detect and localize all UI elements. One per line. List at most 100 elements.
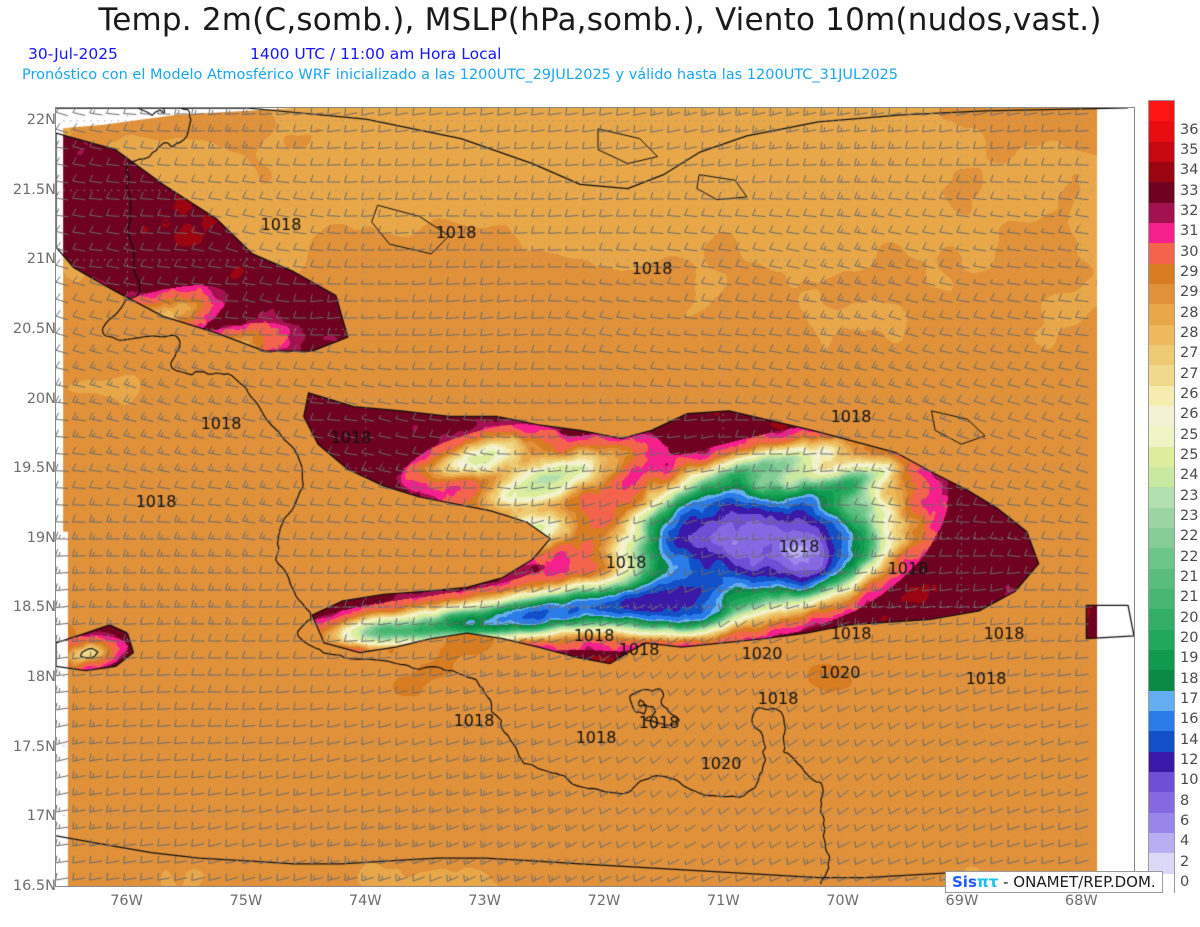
latitude-tick: 22N: [26, 111, 56, 128]
brand-tt: πτ: [976, 873, 999, 891]
colorbar-swatch: [1149, 853, 1174, 875]
colorbar-swatch: [1149, 711, 1174, 732]
colorbar-tick-label: 2: [1180, 853, 1190, 870]
latitude-tick: 18N: [26, 669, 56, 686]
attribution-badge: Sis πτ - ONAMET/REP.DOM.: [945, 871, 1163, 893]
colorbar-tick-label: 28.5: [1180, 304, 1200, 321]
longitude-tick: 69W: [945, 893, 979, 909]
longitude-tick: 68W: [1064, 893, 1098, 909]
latitude-tick: 21N: [26, 251, 56, 268]
colorbar-swatch: [1149, 670, 1174, 692]
longitude-tick: 74W: [348, 893, 382, 909]
colorbar-tick-label: 26: [1180, 406, 1199, 423]
colorbar-tick-label: 27.5: [1180, 345, 1200, 362]
colorbar-tick-label: 25: [1180, 446, 1199, 463]
colorbar-tick-label: 27: [1180, 365, 1199, 382]
colorbar-swatch: [1149, 731, 1174, 753]
map-canvas[interactable]: [56, 108, 1134, 886]
colorbar-tick-label: 20.5: [1180, 609, 1200, 626]
colorbar-swatch: [1149, 609, 1174, 631]
colorbar-swatch: [1149, 162, 1174, 183]
colorbar-tick-label: 18: [1180, 670, 1199, 687]
colorbar-swatch: [1149, 772, 1174, 793]
latitude-tick: 17.5N: [12, 738, 56, 755]
colorbar-swatch: [1149, 467, 1174, 488]
colorbar-swatch: [1149, 365, 1174, 387]
colorbar-tick-label: 8: [1180, 792, 1190, 809]
colorbar-tick-label: 4: [1180, 833, 1190, 850]
colorbar-swatch: [1149, 141, 1174, 163]
latitude-tick: 16.5N: [12, 878, 56, 894]
latitude-tick: 21.5N: [12, 181, 56, 198]
colorbar-tick-label: 0: [1180, 873, 1190, 890]
colorbar-tick-label: 17: [1180, 690, 1199, 707]
colorbar-swatch: [1149, 833, 1174, 854]
latitude-tick: 20N: [26, 390, 56, 407]
colorbar-swatch: [1149, 202, 1174, 224]
colorbar-swatch: [1149, 263, 1174, 285]
colorbar-tick-label: 23.5: [1180, 487, 1200, 504]
forecast-valid-time: 1400 UTC / 11:00 am Hora Local: [250, 45, 502, 63]
colorbar-tick-label: 16: [1180, 711, 1199, 728]
colorbar-tick-label: 35: [1180, 141, 1199, 158]
colorbar-swatch: [1149, 528, 1174, 549]
colorbar-swatch: [1149, 812, 1174, 834]
longitude-tick: 75W: [229, 893, 263, 909]
latitude-tick: 20.5N: [12, 320, 56, 337]
colorbar-swatch: [1149, 284, 1174, 305]
colorbar-tick-label: 20: [1180, 629, 1199, 646]
colorbar-swatch: [1149, 629, 1174, 651]
colorbar-swatch: [1149, 548, 1174, 570]
latitude-tick: 19N: [26, 529, 56, 546]
colorbar-tick-label: 21: [1180, 589, 1199, 606]
colorbar-tick-label: 21.5: [1180, 568, 1200, 585]
colorbar-swatch: [1149, 426, 1174, 448]
colorbar-tick-label: 12: [1180, 751, 1199, 768]
model-info-line: Pronóstico con el Modelo Atmosférico WRF…: [22, 67, 899, 83]
colorbar-tick-label: 31.5: [1180, 223, 1200, 240]
colorbar-tick-label: 29.7: [1180, 263, 1200, 280]
temperature-colorbar[interactable]: [1148, 100, 1175, 895]
colorbar-swatch: [1149, 121, 1174, 143]
longitude-tick: 76W: [110, 893, 143, 909]
colorbar-swatch: [1149, 568, 1174, 590]
colorbar-swatch: [1149, 223, 1174, 244]
colorbar-swatch: [1149, 507, 1174, 529]
map-plot-area[interactable]: [55, 107, 1135, 887]
colorbar-swatch: [1149, 385, 1174, 407]
colorbar-tick-label: 29: [1180, 284, 1199, 301]
longitude-tick: 71W: [706, 893, 740, 909]
colorbar-tick-label: 22: [1180, 548, 1199, 565]
longitude-tick: 70W: [826, 893, 859, 909]
forecast-time-line: 30-Jul-2025 1400 UTC / 11:00 am Hora Loca…: [28, 45, 1178, 63]
colorbar-tick-label: 14: [1180, 731, 1199, 748]
latitude-tick: 17N: [26, 808, 56, 825]
colorbar-swatch: [1149, 650, 1174, 671]
colorbar-tick-label: 34: [1180, 162, 1199, 179]
colorbar-swatch: [1149, 751, 1174, 773]
colorbar-tick-label: 23: [1180, 507, 1199, 524]
brand-sis: Sis: [952, 873, 977, 891]
page-title: Temp. 2m(C,somb.), MSLP(hPa,somb.), Vien…: [98, 2, 1102, 38]
colorbar-tick-label: 25.5: [1180, 426, 1200, 443]
colorbar-swatch: [1149, 182, 1174, 204]
colorbar-tick-label: 6: [1180, 812, 1190, 829]
colorbar-tick-label: 22.5: [1180, 528, 1200, 545]
forecast-date: 30-Jul-2025: [28, 45, 118, 63]
colorbar-tick-label: 19: [1180, 650, 1199, 667]
colorbar-swatch: [1149, 589, 1174, 610]
colorbar-tick-label: 32: [1180, 202, 1199, 219]
colorbar-tick-label: 26.5: [1180, 385, 1200, 402]
longitude-tick: 72W: [587, 893, 621, 909]
colorbar-tick-label: 33: [1180, 182, 1199, 199]
colorbar-swatch: [1149, 345, 1174, 366]
latitude-tick: 19.5N: [12, 460, 56, 477]
colorbar-swatch: [1149, 101, 1174, 122]
longitude-tick: 73W: [468, 893, 501, 909]
colorbar-swatch: [1149, 792, 1174, 814]
colorbar-swatch: [1149, 446, 1174, 468]
colorbar-swatch: [1149, 690, 1174, 712]
colorbar-swatch: [1149, 487, 1174, 509]
colorbar-swatch: [1149, 243, 1174, 265]
